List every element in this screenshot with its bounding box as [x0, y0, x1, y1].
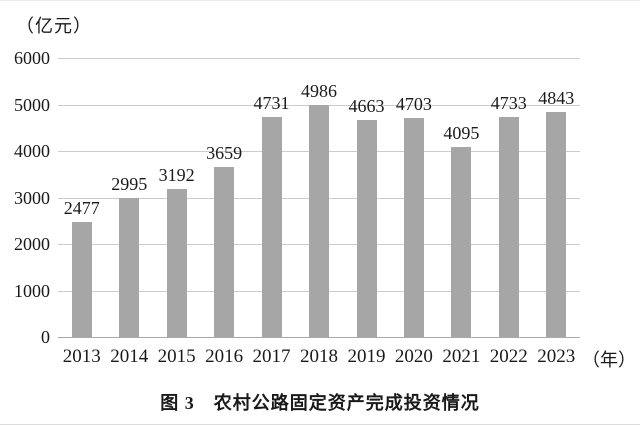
bar-2018: [309, 105, 329, 337]
x-tick-label-2016: 2016: [205, 346, 244, 367]
x-tick-label-2014: 2014: [110, 346, 149, 367]
y-tick-label-0: 0: [41, 327, 50, 347]
bar-value-label-2022: 4733: [490, 92, 527, 113]
y-tick-label-6000: 6000: [14, 48, 50, 68]
x-tick-label-2020: 2020: [394, 346, 433, 367]
bar-2022: [498, 116, 519, 337]
x-tick-label-2013: 2013: [62, 346, 101, 367]
x-tick-label-2019: 2019: [347, 346, 386, 367]
bar-2015: [166, 188, 187, 337]
bar-value-label-2018: 4986: [301, 81, 337, 102]
bar-2023: [546, 111, 567, 337]
bar-2016: [214, 166, 235, 337]
bar-2017: [261, 117, 282, 337]
figure-caption: 图 3 农村公路固定资产完成投资情况: [160, 393, 480, 413]
x-tick-label-2022: 2022: [489, 346, 528, 367]
y-tick-label-4000: 4000: [14, 141, 50, 161]
y-tick-label-3000: 3000: [14, 188, 50, 208]
bar-2021: [451, 146, 472, 337]
bar-value-label-2023: 4843: [538, 87, 575, 108]
y-tick-label-2000: 2000: [14, 234, 50, 254]
x-tick-label-2023: 2023: [537, 346, 576, 367]
bar-2014: [119, 197, 140, 337]
bar-2019: [356, 120, 377, 337]
bar-value-label-2017: 4731: [253, 93, 290, 113]
bar-2020: [403, 118, 424, 337]
x-axis-line: [58, 337, 580, 338]
x-tick-label-2021: 2021: [442, 346, 481, 367]
x-tick-label-2017: 2017: [252, 346, 291, 367]
bar-value-label-2015: 3192: [158, 164, 195, 185]
bar-value-label-2020: 4703: [395, 94, 432, 115]
bar-value-label-2019: 4663: [348, 96, 385, 117]
bar-value-label-2021: 4095: [443, 122, 480, 143]
bar-2013: [71, 221, 92, 337]
x-tick-label-2015: 2015: [157, 346, 196, 367]
gridline-6000: [58, 58, 580, 59]
bar-value-label-2016: 3659: [206, 142, 243, 163]
x-axis-unit-label: （年）: [582, 350, 636, 370]
bar-value-label-2014: 2995: [111, 173, 148, 194]
x-tick-label-2018: 2018: [300, 346, 338, 367]
y-tick-label-5000: 5000: [14, 95, 50, 115]
y-tick-label-1000: 1000: [14, 281, 50, 301]
bar-value-label-2013: 2477: [63, 197, 100, 218]
y-axis-unit-label: （亿元）: [16, 16, 92, 36]
